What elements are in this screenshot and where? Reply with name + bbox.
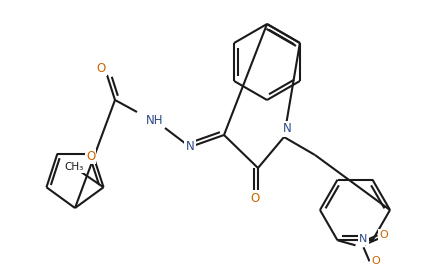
Text: O: O [96, 61, 106, 75]
Text: O: O [371, 256, 380, 266]
Text: O: O [379, 230, 388, 240]
Text: CH₃: CH₃ [64, 162, 83, 172]
Text: N: N [283, 122, 291, 136]
Text: N: N [359, 234, 368, 244]
Text: O: O [251, 192, 259, 204]
Text: NH: NH [146, 113, 164, 127]
Text: O: O [86, 150, 95, 163]
Text: N: N [186, 141, 194, 153]
